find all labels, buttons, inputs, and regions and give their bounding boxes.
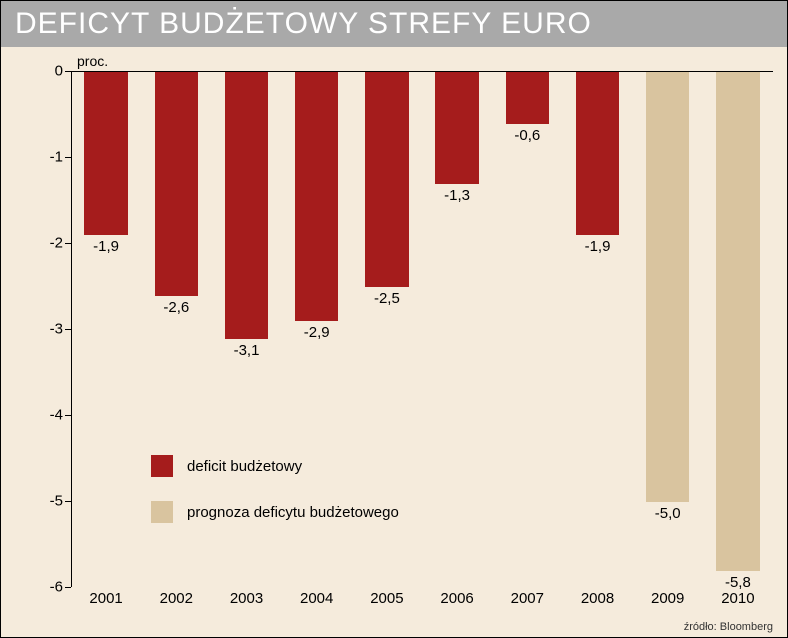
y-axis-unit: proc. — [77, 53, 108, 69]
y-tick-label: -1 — [27, 149, 63, 166]
y-tick-mark — [65, 329, 71, 330]
x-tick-label: 2004 — [300, 590, 333, 607]
y-tick-label: 0 — [27, 63, 63, 80]
y-tick-mark — [65, 157, 71, 158]
bar-value-label: -1,3 — [444, 187, 470, 204]
x-tick-label: 2008 — [581, 590, 614, 607]
x-tick-label: 2003 — [230, 590, 263, 607]
bar — [435, 72, 479, 184]
chart-area: proc. 0-1-2-3-4-5-6-1,92001-2,62002-3,12… — [51, 55, 771, 605]
chart-title: DEFICYT BUDŻETOWY STREFY EURO — [1, 1, 787, 47]
source-attribution: źródło: Bloomberg — [684, 621, 773, 633]
bar — [365, 72, 409, 287]
legend-item-forecast: prognoza deficytu budżetowego — [151, 501, 399, 523]
bar — [225, 72, 269, 339]
bar — [646, 72, 690, 502]
bar-value-label: -5,0 — [655, 505, 681, 522]
y-tick-mark — [65, 501, 71, 502]
legend: deficit budżetowy prognoza deficytu budż… — [151, 455, 399, 547]
x-tick-label: 2010 — [721, 590, 754, 607]
x-tick-label: 2009 — [651, 590, 684, 607]
chart-frame: DEFICYT BUDŻETOWY STREFY EURO proc. 0 -1 -… — [0, 0, 788, 638]
bar-value-label: -5,8 — [725, 574, 751, 591]
y-tick-mark — [65, 415, 71, 416]
bar — [295, 72, 339, 321]
bar — [716, 72, 760, 571]
y-axis-line — [71, 71, 72, 587]
legend-label-actual: deficit budżetowy — [187, 458, 302, 475]
bar-value-label: -2,5 — [374, 290, 400, 307]
x-tick-label: 2006 — [440, 590, 473, 607]
y-tick-mark — [65, 587, 71, 588]
bar — [84, 72, 128, 235]
legend-item-actual: deficit budżetowy — [151, 455, 399, 477]
y-tick-mark — [65, 243, 71, 244]
bar-value-label: -0,6 — [514, 127, 540, 144]
x-tick-label: 2005 — [370, 590, 403, 607]
y-tick-label: -6 — [27, 579, 63, 596]
x-tick-label: 2001 — [89, 590, 122, 607]
y-tick-label: -4 — [27, 407, 63, 424]
bar-value-label: -3,1 — [234, 342, 260, 359]
bar-value-label: -1,9 — [93, 238, 119, 255]
bar — [576, 72, 620, 235]
bar-value-label: -1,9 — [585, 238, 611, 255]
bar-value-label: -2,9 — [304, 324, 330, 341]
legend-label-forecast: prognoza deficytu budżetowego — [187, 504, 399, 521]
legend-swatch-actual — [151, 455, 173, 477]
bar-value-label: -2,6 — [163, 299, 189, 316]
y-tick-label: -5 — [27, 493, 63, 510]
x-tick-label: 2007 — [511, 590, 544, 607]
legend-swatch-forecast — [151, 501, 173, 523]
y-tick-label: -2 — [27, 235, 63, 252]
bar — [155, 72, 199, 296]
y-tick-mark — [65, 71, 71, 72]
x-tick-label: 2002 — [160, 590, 193, 607]
y-tick-label: -3 — [27, 321, 63, 338]
bar — [506, 72, 550, 124]
